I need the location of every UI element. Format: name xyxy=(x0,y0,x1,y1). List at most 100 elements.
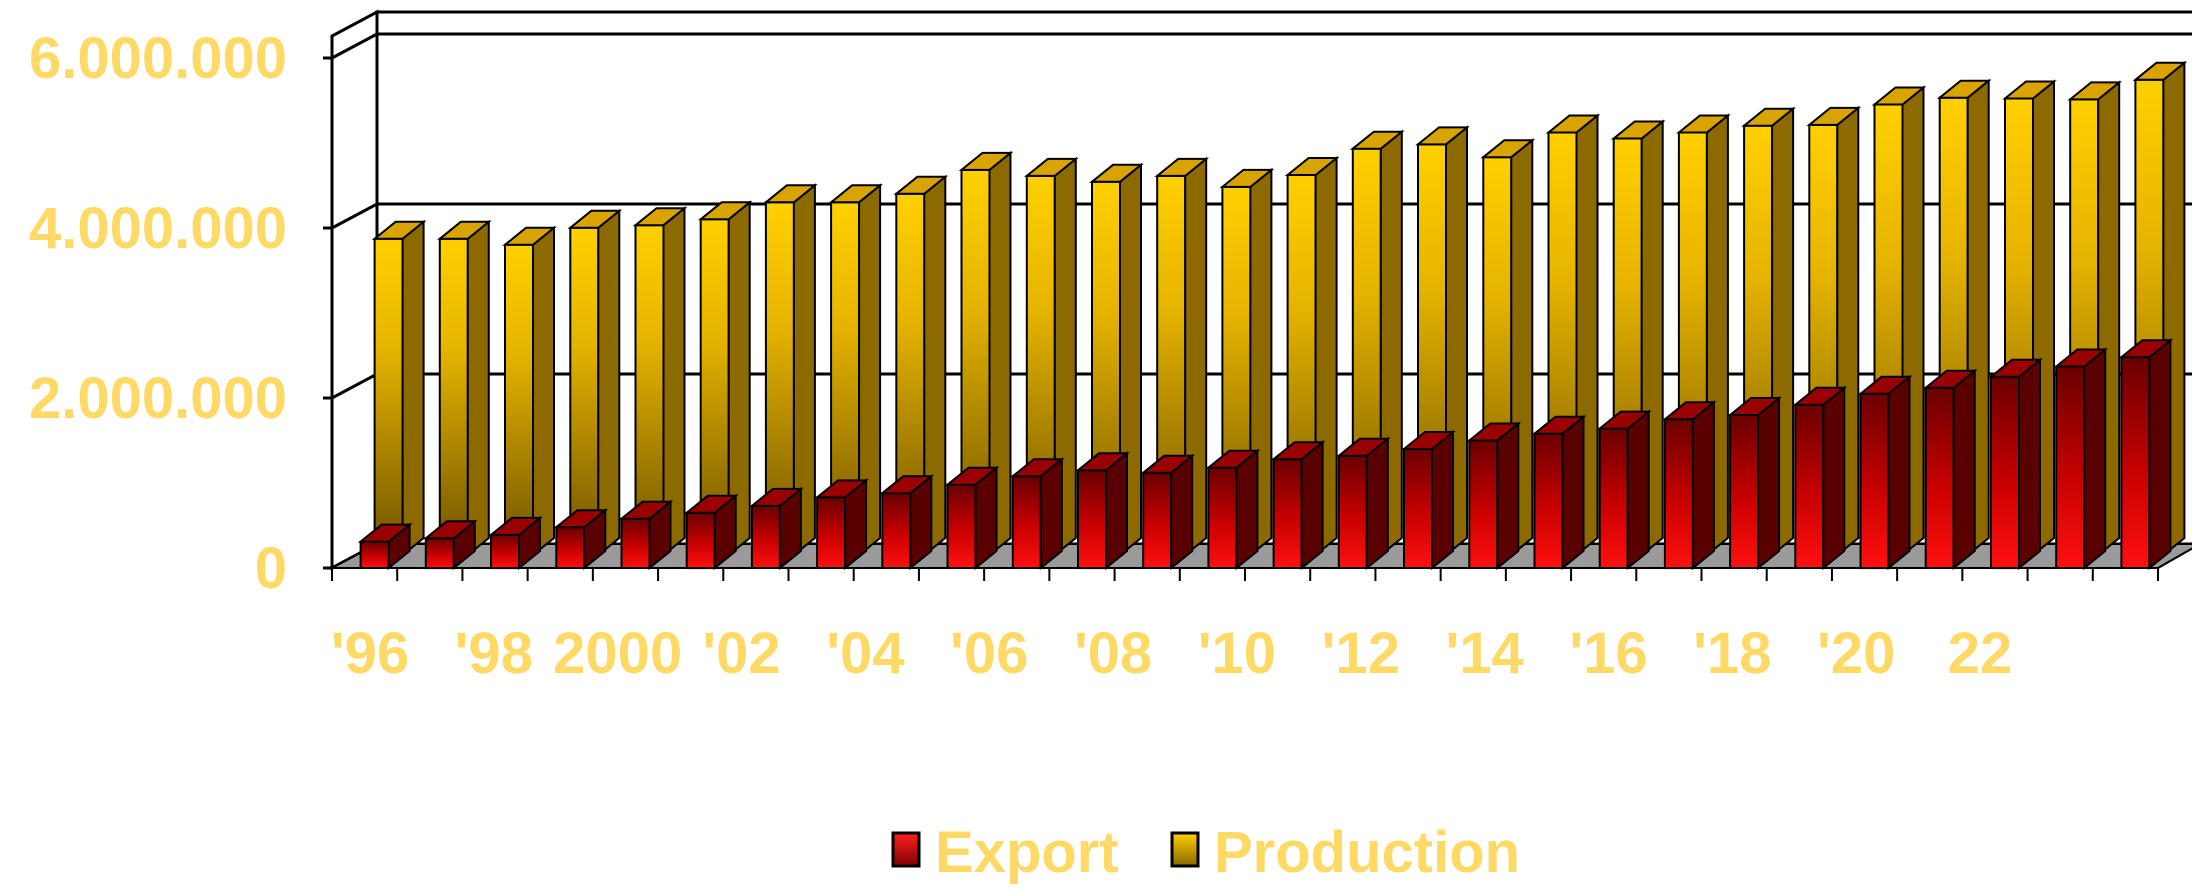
legend: Export Production xyxy=(891,820,1520,885)
export-bar-top xyxy=(553,509,609,529)
production-bar-front xyxy=(373,237,404,557)
production-bar-top xyxy=(893,175,949,195)
export-bar-side xyxy=(1235,448,1259,571)
export-bar-top xyxy=(1335,437,1391,457)
export-bar-top xyxy=(2053,348,2109,368)
export-bar-front xyxy=(1794,403,1825,569)
export-bar xyxy=(618,499,674,571)
export-bar-side xyxy=(1952,368,1976,571)
export-bar-front xyxy=(1011,475,1042,570)
export-bar xyxy=(1662,400,1717,571)
export-bar xyxy=(683,493,739,571)
export-bar-side xyxy=(2018,357,2041,571)
export-bar-top xyxy=(1596,410,1652,430)
y-tick-label: 4.000.000 xyxy=(29,196,287,261)
export-bar-side xyxy=(1887,374,1911,571)
export-bar xyxy=(2053,347,2109,571)
export-bar-top xyxy=(1531,415,1587,435)
export-bar-side xyxy=(1496,421,1520,571)
export-bar-front xyxy=(1663,418,1694,570)
export-bar-front xyxy=(881,492,912,570)
export-bar-front xyxy=(1207,466,1238,570)
y-tick-label: 2.000.000 xyxy=(29,366,287,431)
export-bar xyxy=(1727,395,1782,571)
export-bar-front xyxy=(1924,386,1955,569)
export-bar-top xyxy=(1140,454,1196,474)
export-bar-front xyxy=(1598,427,1629,569)
production-bar xyxy=(1284,155,1340,558)
export-bar-top xyxy=(357,523,413,543)
export-bar-top xyxy=(1075,452,1130,472)
export-bar-top xyxy=(1466,422,1522,442)
export-bar xyxy=(1792,385,1848,571)
export-bar xyxy=(553,508,609,571)
x-tick-label: '14 xyxy=(1445,621,1523,686)
export-bar-front xyxy=(620,517,651,570)
grid-line xyxy=(331,32,2192,60)
export-bar-top xyxy=(1792,386,1848,406)
export-bar-front xyxy=(685,511,716,570)
production-bar-top xyxy=(2132,61,2188,81)
export-bar-side xyxy=(1039,457,1063,571)
x-tick-label: '06 xyxy=(950,621,1028,686)
export-bar xyxy=(1205,448,1261,571)
production-bar xyxy=(567,208,623,558)
export-bar-front xyxy=(424,537,455,570)
x-axis: '96 '98 2000 '02 '04 '06 '08 '10 '12 '14 '16 '18 '20… xyxy=(331,568,2159,686)
export-bar-top xyxy=(1727,397,1782,416)
production-bar-top xyxy=(1741,107,1796,127)
export-bar-top xyxy=(1662,401,1717,421)
x-tick-label: '04 xyxy=(826,621,904,686)
export-bar xyxy=(879,474,935,571)
production-bar xyxy=(436,219,492,558)
side-wall xyxy=(330,9,379,571)
production-bar-top xyxy=(567,209,623,229)
export-bar-front xyxy=(1729,414,1760,569)
export-bar xyxy=(1009,457,1065,571)
production-bar-top xyxy=(1610,120,1666,140)
export-bar-top xyxy=(1922,369,1978,389)
production-bar-top xyxy=(1480,139,1536,159)
export-bar-side xyxy=(1561,414,1585,571)
production-bar-top xyxy=(958,151,1014,171)
export-bar-front xyxy=(1990,375,2020,570)
export-bar xyxy=(357,522,413,571)
export-bar xyxy=(749,486,804,571)
export-bar-side xyxy=(1757,395,1781,571)
production-bar-top xyxy=(1349,130,1405,150)
export-bar xyxy=(1401,429,1456,571)
production-bar xyxy=(371,219,427,558)
legend-swatch xyxy=(1170,831,1200,868)
export-bar-front xyxy=(816,496,847,569)
x-tick-label: '12 xyxy=(1322,621,1400,686)
export-bar-top xyxy=(1009,458,1065,478)
export-bar xyxy=(1922,368,1978,571)
x-tick-label: 22 xyxy=(1948,621,2013,686)
production-bar-top xyxy=(1936,79,1992,99)
x-tick-label: '16 xyxy=(1569,621,1647,686)
export-bar xyxy=(2118,338,2174,571)
production-bar-top xyxy=(1089,163,1144,183)
export-bar xyxy=(814,478,869,571)
production-bar-top xyxy=(763,184,818,204)
export-bar-top xyxy=(683,494,739,514)
production-bar-top xyxy=(2002,80,2057,100)
export-bar-front xyxy=(1859,392,1890,570)
x-tick-label: '98 xyxy=(455,621,533,686)
export-bar-side xyxy=(2148,338,2172,571)
export-bar xyxy=(1075,451,1130,571)
production-bar-top xyxy=(828,184,883,204)
x-tick-label: '10 xyxy=(1198,621,1276,686)
production-bar-front xyxy=(569,226,600,557)
production-bar-side xyxy=(401,219,425,558)
x-tick-label: '08 xyxy=(1074,621,1152,686)
production-bar-top xyxy=(1023,157,1079,177)
production-bar-side xyxy=(466,219,490,558)
export-bar-front xyxy=(555,526,586,570)
production-bar-top xyxy=(697,201,753,221)
export-bar-front xyxy=(1533,432,1564,570)
export-bar-top xyxy=(2118,339,2174,359)
production-bar-top xyxy=(2067,81,2123,101)
legend-label: Production xyxy=(1214,820,1520,885)
